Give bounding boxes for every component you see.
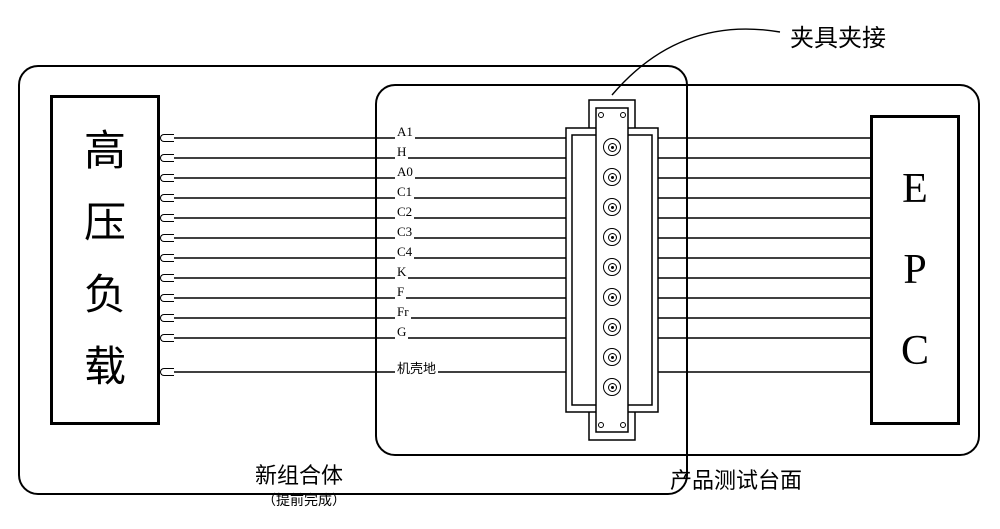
wire-end [160, 314, 174, 322]
hv-char-4: 载 [53, 345, 157, 391]
hv-char-2: 压 [53, 201, 157, 247]
wire-label: F [395, 284, 406, 300]
terminal [603, 198, 621, 216]
terminal [603, 138, 621, 156]
wire-end [160, 194, 174, 202]
wire-end [160, 368, 174, 376]
left-box-label: 新组合体 [255, 458, 343, 490]
terminal [603, 258, 621, 276]
terminal [603, 168, 621, 186]
terminal [603, 348, 621, 366]
terminal [603, 288, 621, 306]
epc-block: E P C [870, 115, 960, 425]
wire-end [160, 274, 174, 282]
wire-end [160, 214, 174, 222]
hv-char-1: 高 [53, 129, 157, 175]
left-box-sublabel: （提前完成） [262, 490, 346, 510]
screw [620, 112, 626, 118]
wire-label: Fr [395, 304, 411, 320]
screw [620, 422, 626, 428]
terminal [603, 228, 621, 246]
wire-end [160, 254, 174, 262]
hv-char-3: 负 [53, 273, 157, 319]
wire-label: A1 [395, 124, 415, 140]
wire-label: C2 [395, 204, 414, 220]
wire-label: G [395, 324, 408, 340]
wire-label: C1 [395, 184, 414, 200]
wire-end [160, 234, 174, 242]
screw [598, 112, 604, 118]
wire-end [160, 134, 174, 142]
wire-label: K [395, 264, 408, 280]
wire-label: C4 [395, 244, 414, 260]
epc-char-2: P [873, 247, 957, 293]
epc-char-1: E [873, 166, 957, 212]
diagram-canvas: 夹具夹接 [0, 0, 1000, 529]
wire-label: H [395, 144, 408, 160]
epc-char-3: C [873, 328, 957, 374]
hv-load-block: 高 压 负 载 [50, 95, 160, 425]
wire-label: C3 [395, 224, 414, 240]
callout-label: 夹具夹接 [790, 18, 886, 53]
wire-label: 机壳地 [395, 358, 438, 377]
wire-end [160, 294, 174, 302]
screw [598, 422, 604, 428]
wire-label: A0 [395, 164, 415, 180]
wire-end [160, 174, 174, 182]
terminal [603, 378, 621, 396]
terminal [603, 318, 621, 336]
wire-end [160, 334, 174, 342]
wire-end [160, 154, 174, 162]
right-box-label: 产品测试台面 [670, 463, 802, 495]
